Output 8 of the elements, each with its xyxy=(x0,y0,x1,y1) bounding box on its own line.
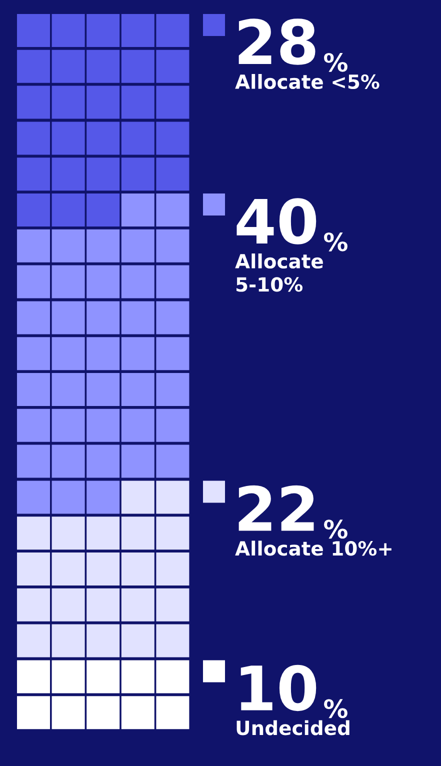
category-label: Allocate <5% xyxy=(235,74,380,90)
category-label: Allocate 5-10% xyxy=(235,254,323,292)
data-label: 28% xyxy=(238,18,348,72)
data-label: 10% xyxy=(240,664,348,718)
data-label: 40% xyxy=(236,198,348,252)
data-label: 22% xyxy=(238,485,348,539)
category-label: Undecided xyxy=(236,720,350,736)
category-label: Allocate 10%+ xyxy=(235,540,392,556)
